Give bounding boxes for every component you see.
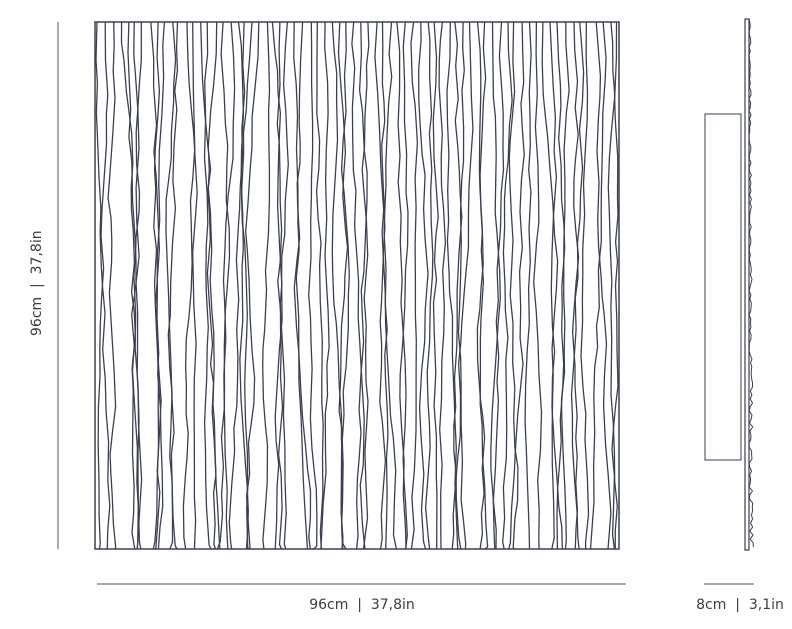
depth-label: 8cm | 3,1in [696,597,784,613]
wave-line [556,21,566,550]
wave-line [374,21,387,550]
side-view-panel-profile [744,18,754,551]
wave-line [560,21,570,550]
wave-line [355,21,368,550]
wave-line [502,21,513,550]
wave-line [271,21,284,550]
wave-line [490,21,501,550]
wave-line [457,21,467,550]
wave-line [607,21,618,550]
wave-line [276,21,287,550]
wave-line [418,21,429,550]
wave-line [589,21,607,550]
wave-line [549,21,563,550]
height-label: 96cm | 37,8in [29,230,45,336]
wave-line [155,21,166,550]
wave-line [216,21,231,550]
wave-line [228,21,246,550]
wave-line [133,22,142,550]
wave-line [315,21,324,550]
wave-line [206,21,218,550]
side-view-mount-bracket [704,113,742,461]
wave-line [153,21,164,550]
wave-line [340,21,350,550]
wave-line [107,21,117,550]
wave-line [200,21,221,550]
wave-line [381,21,398,550]
wave-line [571,21,580,550]
wave-line [508,21,519,550]
wave-line [383,21,393,550]
wave-line [150,21,161,550]
wave-line [186,21,198,550]
wave-line [97,21,109,550]
wave-line [293,21,309,550]
wave-line [308,21,318,550]
width-label: 96cm | 37,8in [309,597,415,613]
wave-line [446,21,459,550]
wave-line [479,21,489,550]
side-panel-board [744,18,750,551]
wave-line [203,21,212,550]
wave-line [580,21,590,549]
wave-line [131,21,140,550]
wave-line [533,21,543,550]
wave-line [570,21,585,550]
wave-line [399,21,409,550]
side-panel-relief [748,18,754,548]
wave-line [424,21,434,550]
wave-line [167,21,179,550]
wave-line [541,21,559,550]
wave-line [492,21,505,550]
wave-line [451,21,474,550]
wave-line [274,21,289,550]
front-view-wave-lines [95,21,619,550]
wave-line [320,21,330,550]
wave-line [351,21,366,550]
wave-line [453,21,463,550]
wave-line [432,21,439,550]
wave-line [508,21,525,550]
front-view-panel-outline [94,21,620,550]
wave-line [262,21,271,550]
wave-line [245,21,260,550]
wave-line [293,21,312,550]
wave-line [595,21,612,550]
wave-line [410,21,419,550]
wave-line [438,21,447,550]
wave-line [182,21,196,550]
wave-line [361,21,370,550]
wave-line [222,21,236,550]
wave-line [127,21,143,550]
wave-line [476,21,486,550]
wave-line [524,21,532,550]
